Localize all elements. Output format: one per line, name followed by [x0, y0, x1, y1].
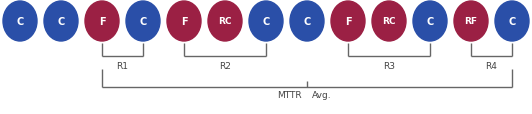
Text: R1: R1: [117, 61, 129, 70]
Text: F: F: [345, 17, 351, 27]
Ellipse shape: [454, 2, 488, 42]
Ellipse shape: [126, 2, 160, 42]
Text: MTTR: MTTR: [277, 90, 302, 99]
Text: C: C: [262, 17, 270, 27]
Ellipse shape: [495, 2, 529, 42]
Text: C: C: [57, 17, 64, 27]
Ellipse shape: [3, 2, 37, 42]
Text: RF: RF: [464, 17, 478, 26]
Text: F: F: [99, 17, 105, 27]
Text: RC: RC: [383, 17, 396, 26]
Text: Avg.: Avg.: [312, 90, 331, 99]
Text: C: C: [139, 17, 147, 27]
Ellipse shape: [331, 2, 365, 42]
Ellipse shape: [249, 2, 283, 42]
Text: RC: RC: [218, 17, 232, 26]
Ellipse shape: [372, 2, 406, 42]
Ellipse shape: [167, 2, 201, 42]
Text: C: C: [303, 17, 311, 27]
Ellipse shape: [290, 2, 324, 42]
Text: C: C: [509, 17, 516, 27]
Ellipse shape: [44, 2, 78, 42]
Text: R4: R4: [486, 61, 497, 70]
Ellipse shape: [208, 2, 242, 42]
Text: F: F: [181, 17, 187, 27]
Ellipse shape: [85, 2, 119, 42]
Ellipse shape: [413, 2, 447, 42]
Text: C: C: [16, 17, 23, 27]
Text: R3: R3: [383, 61, 395, 70]
Text: C: C: [426, 17, 434, 27]
Text: R2: R2: [219, 61, 231, 70]
